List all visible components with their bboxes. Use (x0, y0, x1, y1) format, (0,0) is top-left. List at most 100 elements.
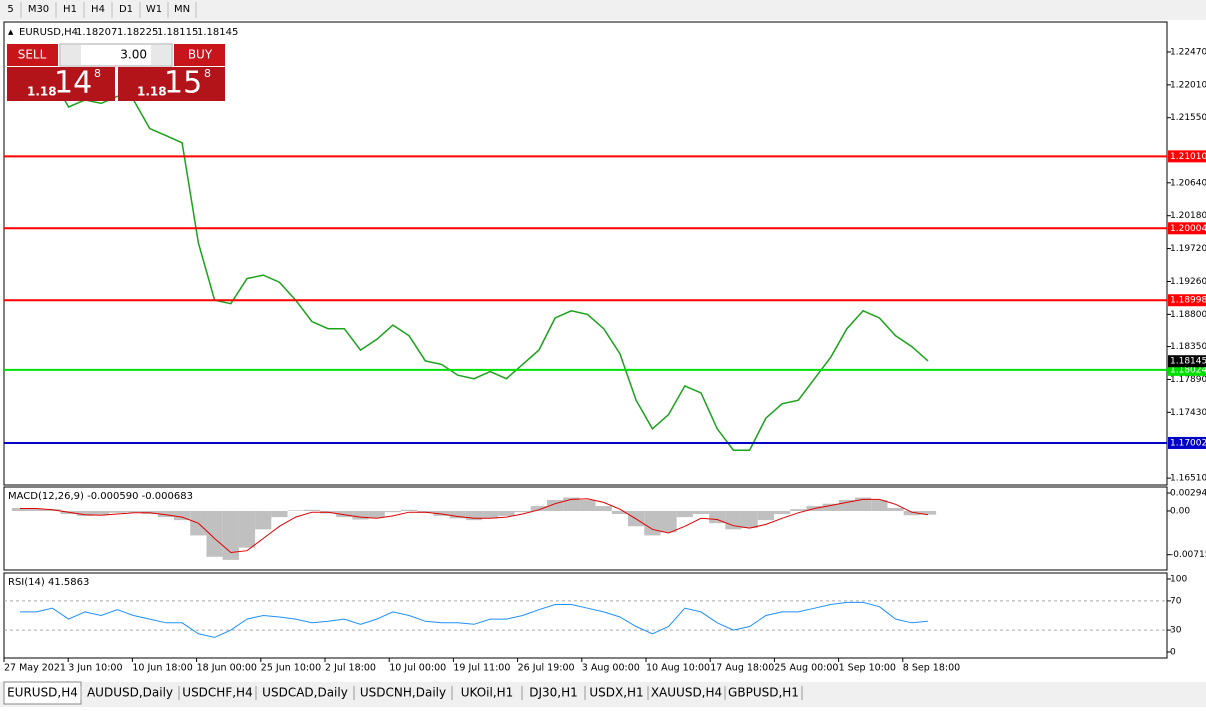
y-tick-label: 1.21550 (1170, 113, 1206, 123)
histogram-bar (238, 510, 256, 548)
histogram-bar (465, 510, 483, 521)
symbol: EURUSD,H4 (19, 27, 78, 38)
histogram-bar (352, 510, 369, 520)
y-tick-label: 1.20640 (1170, 178, 1206, 188)
x-tick-label: 8 Sep 18:00 (903, 663, 960, 674)
header-marker: ▲ (8, 28, 14, 36)
timeframe[interactable]: MN (174, 4, 190, 15)
histogram-bar (579, 499, 596, 511)
volume-down[interactable] (61, 45, 81, 65)
tab[interactable]: XAUUSD,H4 (651, 686, 722, 700)
y-tick-label: 0.002947 (1170, 488, 1206, 498)
volume-box[interactable] (59, 43, 173, 67)
volume-up[interactable] (151, 45, 171, 65)
tab[interactable]: USDCHF,H4 (182, 686, 252, 700)
y-tick-label: 1.17430 (1170, 408, 1206, 418)
timeframe[interactable]: D1 (119, 4, 133, 15)
histogram-bar (773, 510, 791, 515)
y-tick-label: 0 (1170, 648, 1176, 658)
tab[interactable]: USDCAD,Daily (262, 686, 348, 700)
tab[interactable]: USDX,H1 (589, 686, 643, 700)
tab[interactable]: USDCNH,Daily (360, 686, 446, 700)
histogram-bar (611, 510, 629, 515)
histogram-bar (855, 497, 872, 511)
histogram-bar (303, 509, 320, 511)
x-tick-label: 25 Aug 00:00 (774, 663, 838, 674)
histogram-bar (725, 510, 742, 530)
histogram-bar (206, 510, 223, 557)
tab[interactable]: GBPUSD,H1 (728, 686, 799, 700)
ask-box[interactable] (118, 67, 225, 101)
y-tick-label: 1.16510 (1170, 474, 1206, 484)
x-tick-label: 2 Jul 18:00 (325, 663, 376, 674)
timeframe[interactable]: H4 (91, 4, 105, 15)
histogram-bar (255, 510, 272, 530)
histogram-bar (401, 509, 418, 511)
histogram-bar (822, 503, 839, 511)
bid-box[interactable] (7, 67, 115, 101)
tab[interactable]: EURUSD,H4 (7, 686, 78, 700)
tab[interactable]: DJ30,H1 (529, 686, 578, 700)
timeframe[interactable]: H1 (63, 4, 77, 15)
y-tick-label: 1.17890 (1170, 375, 1206, 385)
histogram-bar (530, 506, 547, 511)
histogram-bar (741, 510, 758, 529)
histogram-bar (92, 510, 110, 515)
buy-button[interactable] (174, 44, 225, 66)
buy-label[interactable]: BUY (188, 48, 213, 62)
bid-frac[interactable]: 8 (94, 67, 101, 80)
x-tick-label: 18 Jun 00:00 (197, 663, 257, 674)
series-line (20, 498, 929, 554)
x-tick-label: 17 Aug 18:00 (710, 663, 774, 674)
histogram-bar (157, 510, 175, 518)
level-tag (1168, 436, 1206, 449)
histogram-bar (595, 506, 612, 511)
y-tick-label: 1.22010 (1170, 80, 1206, 90)
ask-frac[interactable]: 8 (204, 67, 211, 80)
tab[interactable]: AUDUSD,Daily (87, 686, 173, 700)
level-tag (1168, 150, 1206, 163)
one-click-panel: SELL 3.00 BUY 1.18 14 8 1.18 15 8 (7, 43, 225, 101)
histogram-bar (109, 510, 126, 513)
histogram-bar (28, 508, 45, 511)
level-label: 1.17002 (1170, 438, 1206, 448)
bid-big[interactable]: 1.18 (27, 85, 57, 99)
histogram-bar (271, 510, 288, 518)
y-tick-label: 1.19260 (1170, 277, 1206, 287)
timeframe[interactable]: W1 (146, 4, 162, 15)
tab[interactable]: UKOil,H1 (461, 686, 514, 700)
close: 1.18145 (197, 27, 238, 38)
x-tick-label: 1 Sep 10:00 (839, 663, 896, 674)
macd-panel (3, 486, 1168, 571)
histogram-bar (660, 510, 677, 533)
histogram-bar (498, 510, 515, 516)
ask-big[interactable]: 1.18 (137, 85, 167, 99)
ask-pips[interactable]: 15 (164, 66, 202, 101)
y-tick-label: 1.19720 (1170, 244, 1206, 254)
level-label: 1.20004 (1170, 224, 1206, 234)
histogram-bar (709, 510, 726, 524)
volume[interactable]: 3.00 (120, 48, 147, 62)
x-tick-label: 10 Jul 00:00 (389, 663, 446, 674)
timeframe[interactable]: M30 (28, 4, 49, 15)
series-line (19, 77, 929, 451)
level-tag (1168, 294, 1206, 307)
histogram-bar (790, 509, 807, 511)
timeframe[interactable]: 5 (7, 4, 13, 15)
histogram-bar (368, 510, 385, 518)
histogram-bar (482, 510, 499, 519)
y-tick-label: 70 (1170, 596, 1182, 606)
histogram-bar (287, 510, 304, 511)
sell-label[interactable]: SELL (18, 48, 47, 62)
bid-pips[interactable]: 14 (54, 66, 92, 101)
toolbar (0, 0, 1206, 20)
low: 1.18115 (157, 27, 198, 38)
histogram-bar (644, 510, 661, 536)
sell-button[interactable] (7, 44, 58, 66)
level-label: 1.21010 (1170, 152, 1206, 162)
histogram-bar (887, 507, 904, 511)
histogram-bar (546, 499, 564, 511)
x-tick-label: 3 Jun 10:00 (68, 663, 122, 674)
